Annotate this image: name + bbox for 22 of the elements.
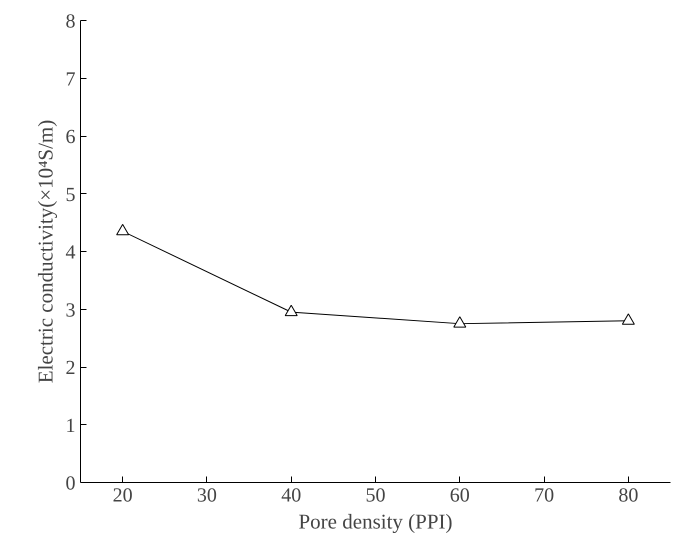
- y-tick-label: 4: [66, 242, 76, 264]
- x-tick-label: 60: [450, 484, 470, 506]
- x-tick-label: 80: [618, 484, 638, 506]
- y-tick-label: 2: [66, 357, 76, 379]
- point: [622, 313, 635, 325]
- y-tick-label: 6: [66, 126, 76, 148]
- x-axis-title: Pore density (PPI): [298, 510, 453, 534]
- x-tick-label: 20: [112, 484, 133, 506]
- x-tick-label: 50: [366, 484, 386, 506]
- y-tick-label: 0: [66, 472, 76, 494]
- x-tick-label: 40: [281, 484, 302, 506]
- y-tick-label: 7: [66, 68, 76, 90]
- point: [453, 316, 466, 328]
- y-tick-label: 8: [66, 10, 76, 32]
- point: [116, 224, 130, 236]
- y-tick-label: 1: [66, 414, 76, 437]
- x-tick-label: 70: [534, 484, 554, 506]
- x-tick-label: 30: [196, 484, 217, 506]
- y-axis-title: Electric conductivity(×10⁴S/m): [34, 120, 58, 384]
- y-tick-label: 3: [66, 299, 76, 322]
- y-tick-label: 5: [66, 184, 76, 206]
- point: [284, 304, 298, 316]
